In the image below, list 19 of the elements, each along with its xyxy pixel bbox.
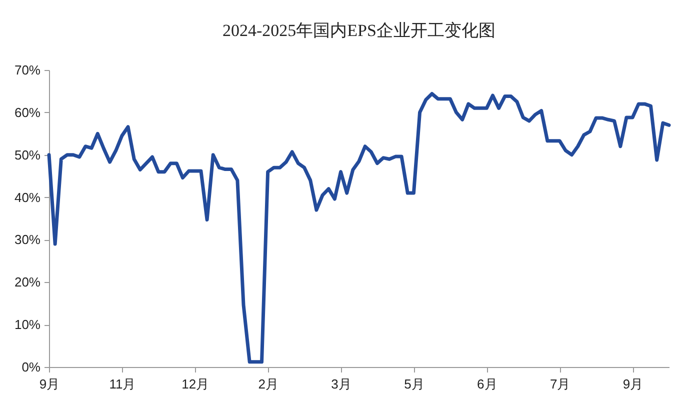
y-tick-label: 10% [14,317,41,332]
x-tick-label: 7月 [550,376,570,392]
x-tick-label: 5月 [404,376,424,392]
y-tick-label: 40% [14,190,41,205]
chart-title: 2024-2025年国内EPS企业开工变化图 [222,21,496,40]
y-tick-label: 60% [14,104,41,120]
line-series [47,92,671,364]
y-tick-label: 50% [14,147,41,162]
y-tick-label: 30% [14,232,41,248]
x-tick-label: 11月 [109,376,136,392]
x-tick-label: 12月 [182,376,210,392]
x-tick-label: 6月 [477,376,498,392]
x-tick-label: 2月 [258,376,278,392]
y-tick-label: 0% [22,360,41,374]
y-tick-label: 20% [14,274,41,290]
x-tick-label: 9月 [622,376,644,392]
x-tick-label: 3月 [331,376,352,392]
y-tick-label: 70% [14,62,41,78]
x-tick-label: 9月 [39,376,60,392]
